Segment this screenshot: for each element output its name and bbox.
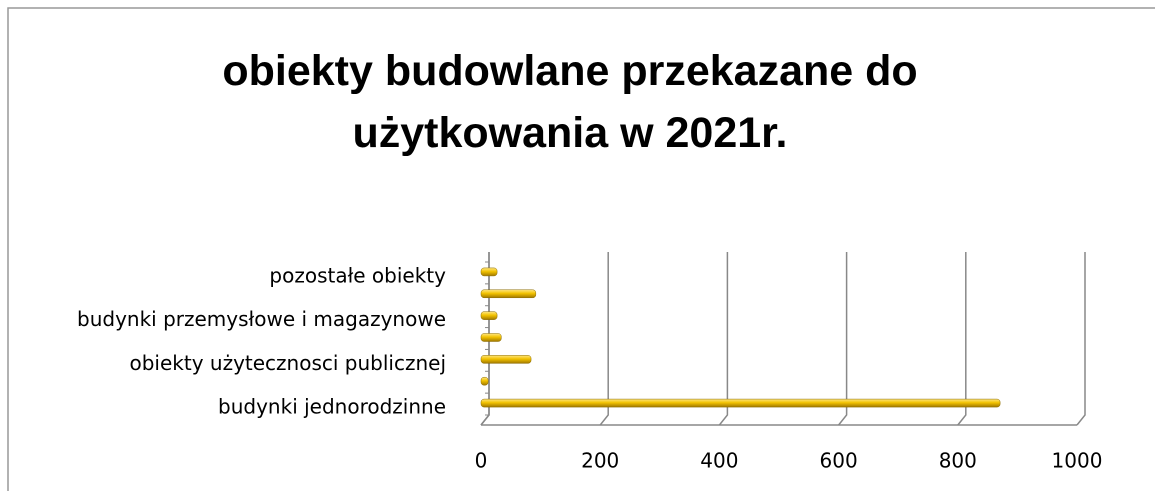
y-tick-label: obiekty użytecznosci publicznej (129, 351, 446, 375)
bar (480, 333, 502, 342)
bar (480, 398, 1001, 408)
frame (7, 7, 1155, 491)
grid-line (838, 252, 848, 426)
grid-line (599, 252, 609, 426)
bar (480, 289, 537, 299)
y-tick-label: budynki jednorodzinne (218, 395, 446, 419)
x-tick-label: 600 (820, 449, 858, 473)
grid-line (718, 252, 729, 426)
bar (480, 311, 498, 320)
x-tick-label: 800 (939, 449, 977, 473)
x-tick-label: 400 (700, 449, 738, 473)
x-tick-label: 1000 (1052, 449, 1103, 473)
grid-line (1076, 252, 1086, 426)
bar (480, 267, 498, 277)
chart-title: obiekty budowlane przekazane do użytkowa… (222, 47, 918, 157)
x-tick-label: 0 (475, 449, 488, 473)
y-tick-label: budynki przemysłowe i magazynowe (77, 307, 446, 331)
bar (480, 376, 489, 386)
bar (480, 355, 532, 364)
x-tick-label: 200 (581, 449, 619, 473)
grid-line (957, 252, 967, 426)
y-tick-label: pozostałe obiekty (269, 263, 446, 287)
